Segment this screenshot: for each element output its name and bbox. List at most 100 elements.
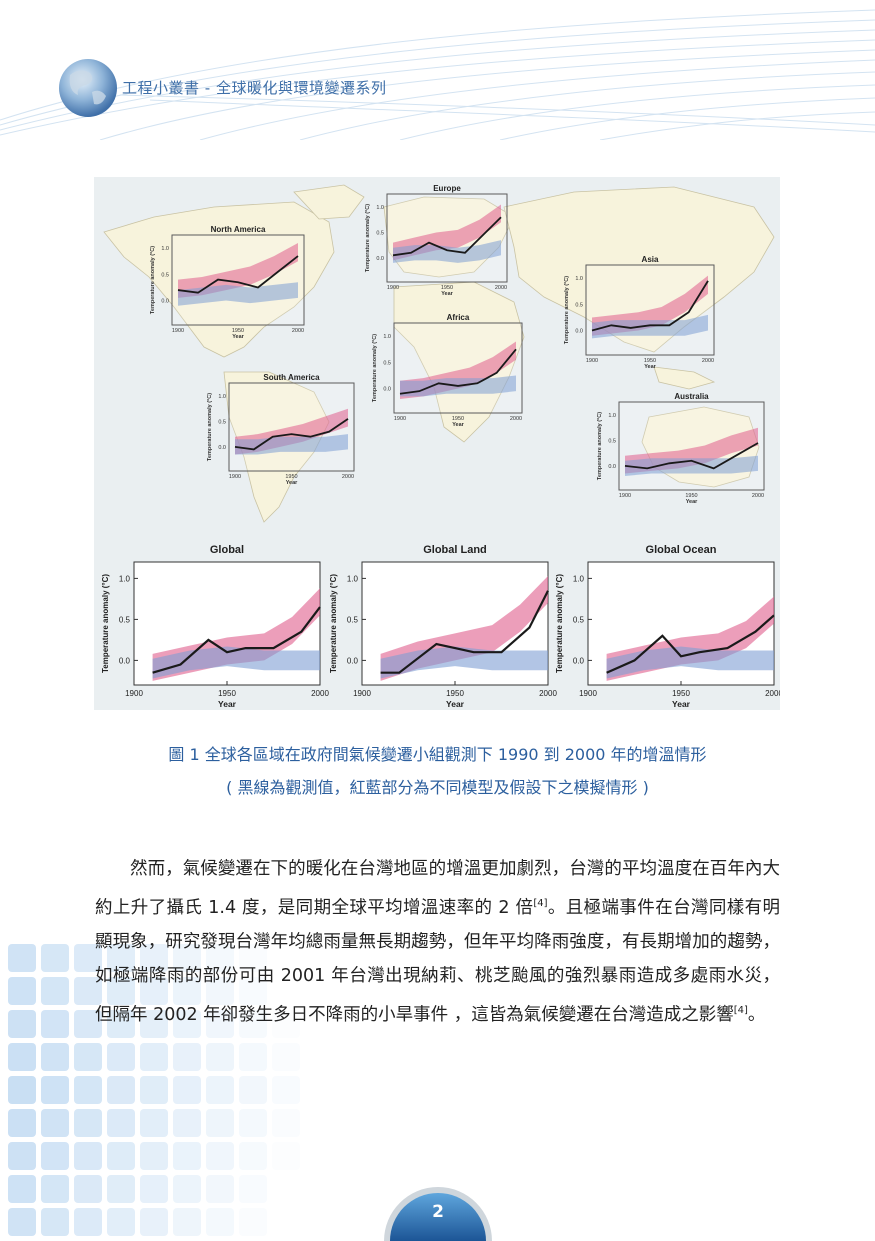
global-panel-global-ocean: Global Ocean 0.0 0.5 1.0 1900 1950 2000 Year Tem… <box>555 544 783 709</box>
y-tick-label: 1.0 <box>575 276 583 282</box>
y-tick-label: 1.0 <box>383 334 391 340</box>
model-band-blue <box>178 282 298 306</box>
region-title: North America <box>211 225 266 234</box>
y-tick-label: 0.0 <box>161 299 169 305</box>
model-band-blue <box>152 646 320 679</box>
x-tick-label: 1950 <box>672 689 690 698</box>
x-tick-label: 2000 <box>539 689 557 698</box>
reference-b: [4] <box>733 1004 748 1016</box>
y-axis-label: Temperature anomaly (°C) <box>564 276 570 344</box>
region-title: Europe <box>433 184 461 193</box>
y-axis-label: Temperature anomaly (°C) <box>555 574 564 673</box>
y-tick-label: 0.0 <box>573 656 585 665</box>
series-title: 工程小叢書 - 全球暖化與環境變遷系列 <box>122 79 387 97</box>
observed-line <box>380 590 549 674</box>
y-tick-label: 0.5 <box>608 438 616 444</box>
x-tick-label: 1950 <box>446 689 464 698</box>
y-tick-label: 1.0 <box>376 205 384 211</box>
x-tick-label: 1900 <box>353 689 371 698</box>
x-tick-label: 1900 <box>172 328 184 334</box>
body-text-c: 。 <box>747 1004 766 1025</box>
x-tick-label: 2000 <box>495 285 507 291</box>
x-axis-label: Year <box>452 422 464 428</box>
x-tick-label: 1900 <box>619 493 631 499</box>
x-tick-label: 1950 <box>644 358 656 364</box>
region-title: Africa <box>447 313 470 322</box>
x-tick-label: 2000 <box>510 416 522 422</box>
model-band-red <box>178 243 298 298</box>
region-title: South America <box>263 373 320 382</box>
y-tick-label: 0.0 <box>575 329 583 335</box>
global-panels: Global 0.0 0.5 1.0 1900 1950 2000 Year Temperatu… <box>101 544 783 709</box>
x-tick-label: 1950 <box>685 493 697 499</box>
y-tick-label: 0.5 <box>575 302 583 308</box>
x-tick-label: 1900 <box>394 416 406 422</box>
x-tick-label: 1900 <box>125 689 143 698</box>
region-panel-europe: Europe 0.0 0.5 1.0 1900 1950 2000 Year Temperatu… <box>365 184 508 297</box>
y-tick-label: 0.5 <box>119 615 131 624</box>
y-axis-label: Temperature anomaly (°C) <box>101 574 110 673</box>
x-tick-label: 1950 <box>218 689 236 698</box>
y-tick-label: 0.5 <box>376 230 384 236</box>
y-tick-label: 0.5 <box>573 615 585 624</box>
region-title: Australia <box>674 392 709 401</box>
y-tick-label: 0.0 <box>383 387 391 393</box>
y-axis-label: Temperature anomaly (°C) <box>365 204 371 272</box>
region-panel-asia: Asia 0.0 0.5 1.0 1900 1950 2000 Year Temperature… <box>564 255 715 370</box>
y-tick-label: 0.5 <box>347 615 359 624</box>
x-tick-label: 2000 <box>342 474 354 480</box>
x-tick-label: 1900 <box>387 285 399 291</box>
y-tick-label: 1.0 <box>119 574 131 583</box>
global-panel-global: Global 0.0 0.5 1.0 1900 1950 2000 Year Temperatu… <box>101 544 329 709</box>
global-panel-global-land: Global Land 0.0 0.5 1.0 1900 1950 2000 Year Temp… <box>329 544 557 709</box>
page-number-badge <box>384 1187 492 1241</box>
model-band-blue <box>625 455 758 476</box>
body-text-a: 然而，氣候變遷在下的暖化在台灣地區的增溫更加劇烈，台灣的平均溫度在百年內大約上升… <box>95 859 780 918</box>
observed-line <box>399 348 517 395</box>
observed-line <box>606 614 775 674</box>
x-tick-label: 1950 <box>441 285 453 291</box>
x-tick-label: 1900 <box>229 474 241 480</box>
x-axis-label: Year <box>286 480 298 486</box>
regional-panels: North America 0.0 0.5 1.0 1900 1950 2000 Year Te… <box>150 184 765 505</box>
header-swoosh-decoration <box>0 9 875 141</box>
y-axis-label: Temperature anomaly (°C) <box>597 412 603 480</box>
x-axis-label: Year <box>644 364 656 370</box>
figure-caption-line1: 圖 1 全球各區域在政府間氣候變遷小組觀測下 1990 到 2000 年的增溫情… <box>168 745 707 764</box>
y-tick-label: 0.0 <box>347 656 359 665</box>
x-tick-label: 1950 <box>285 474 297 480</box>
region-title: Asia <box>642 255 659 264</box>
x-tick-label: 1950 <box>452 416 464 422</box>
y-tick-label: 0.5 <box>383 360 391 366</box>
x-axis-label: Year <box>672 699 691 709</box>
y-axis-label: Temperature anomaly (°C) <box>207 393 213 461</box>
y-tick-label: 1.0 <box>347 574 359 583</box>
model-band-blue <box>592 314 708 339</box>
y-tick-label: 0.0 <box>218 445 226 451</box>
region-panel-africa: Africa 0.0 0.5 1.0 1900 1950 2000 Year Temperatu… <box>372 313 523 428</box>
x-tick-label: 1900 <box>586 358 598 364</box>
x-tick-label: 2000 <box>765 689 780 698</box>
page-header: 工程小叢書 - 全球暖化與環境變遷系列 <box>0 0 875 141</box>
y-tick-label: 0.0 <box>119 656 131 665</box>
x-axis-label: Year <box>441 291 453 297</box>
panel-title: Global <box>210 544 244 556</box>
x-tick-label: 2000 <box>292 328 304 334</box>
x-tick-label: 1900 <box>579 689 597 698</box>
x-axis-label: Year <box>218 699 237 709</box>
region-panel-south-america: South America 0.0 0.5 1.0 1900 1950 2000 Year Te… <box>207 373 355 486</box>
observed-line <box>591 280 709 332</box>
reference-a: [4] <box>533 897 548 909</box>
observed-line <box>234 418 349 451</box>
y-tick-label: 0.0 <box>376 256 384 262</box>
x-axis-label: Year <box>232 334 244 340</box>
tile-decoration <box>8 944 300 1236</box>
y-axis-label: Temperature anomaly (°C) <box>150 246 156 314</box>
model-band-blue <box>606 646 774 679</box>
figure-caption-line2: ( 黑線為觀測值，紅藍部分為不同模型及假設下之模擬情形 ) <box>226 778 649 797</box>
x-axis-label: Year <box>686 499 698 505</box>
observed-line <box>624 442 759 470</box>
y-tick-label: 0.5 <box>161 272 169 278</box>
climate-figure: North America 0.0 0.5 1.0 1900 1950 2000 Year Te… <box>94 177 783 710</box>
y-tick-label: 1.0 <box>608 413 616 419</box>
